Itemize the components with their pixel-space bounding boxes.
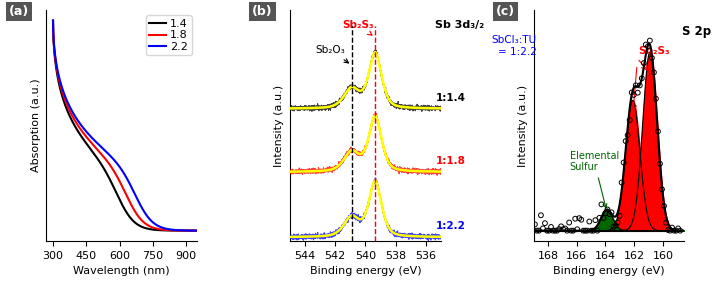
Text: Sb₂S₃: Sb₂S₃ <box>342 20 374 35</box>
Point <box>527 227 538 232</box>
Point <box>672 226 684 231</box>
Point <box>571 227 583 232</box>
X-axis label: Binding energy (eV): Binding energy (eV) <box>309 266 421 276</box>
Text: Sb₂O₃: Sb₂O₃ <box>316 45 349 63</box>
Point <box>642 44 654 49</box>
Point <box>546 225 557 229</box>
Point <box>646 56 657 60</box>
Point <box>596 202 607 207</box>
Point <box>606 210 617 215</box>
Text: Elemental
Sulfur: Elemental Sulfur <box>570 151 619 208</box>
Point <box>662 228 674 232</box>
Point <box>668 228 679 233</box>
Point <box>604 212 615 216</box>
Point <box>598 216 609 220</box>
Y-axis label: Intensity (a.u.): Intensity (a.u.) <box>518 85 528 167</box>
Point <box>644 38 656 43</box>
Point <box>568 228 579 233</box>
Text: (c): (c) <box>496 5 515 18</box>
Point <box>630 83 642 88</box>
Point <box>561 228 573 233</box>
Point <box>624 118 635 122</box>
X-axis label: Binding energy (eV): Binding energy (eV) <box>553 266 665 276</box>
Point <box>610 223 621 228</box>
Point <box>640 42 652 47</box>
Point <box>590 218 601 222</box>
Point <box>584 219 595 224</box>
Point <box>632 91 644 95</box>
Point <box>588 228 599 233</box>
Point <box>543 228 555 233</box>
Point <box>622 133 634 137</box>
Point <box>674 228 686 233</box>
Point <box>533 228 545 233</box>
Point <box>660 221 672 225</box>
Point <box>634 83 646 88</box>
Text: 1:1.4: 1:1.4 <box>436 93 466 103</box>
Point <box>576 217 587 222</box>
Point <box>557 227 569 232</box>
Y-axis label: Intensity (a.u.): Intensity (a.u.) <box>274 85 284 167</box>
X-axis label: Wavelength (nm): Wavelength (nm) <box>74 266 170 276</box>
Point <box>628 93 639 97</box>
Text: Sb 3d₃/₂: Sb 3d₃/₂ <box>435 20 484 30</box>
Point <box>612 220 624 225</box>
Point <box>650 96 662 101</box>
Point <box>578 228 589 233</box>
Point <box>608 225 619 229</box>
Point <box>531 228 543 233</box>
Point <box>638 61 649 65</box>
Point <box>566 228 577 233</box>
Y-axis label: Absorption (a.u.): Absorption (a.u.) <box>31 79 41 172</box>
Point <box>636 76 647 81</box>
Point <box>657 187 668 191</box>
Point <box>535 213 546 217</box>
Point <box>648 70 659 75</box>
Point <box>616 180 627 185</box>
Point <box>652 129 664 134</box>
Point <box>654 162 666 166</box>
Point <box>549 228 561 233</box>
Point <box>601 207 613 212</box>
Point <box>556 224 567 229</box>
Text: Sb₂S₃: Sb₂S₃ <box>638 46 669 56</box>
Point <box>529 222 541 227</box>
Point <box>667 225 678 230</box>
Point <box>614 214 625 218</box>
Point <box>553 227 565 231</box>
Text: 1:1.8: 1:1.8 <box>436 156 466 166</box>
Text: S 2p: S 2p <box>682 25 711 38</box>
Point <box>664 228 676 233</box>
Point <box>537 226 548 231</box>
Point <box>618 160 629 165</box>
Point <box>600 211 611 215</box>
Point <box>539 221 551 225</box>
Point <box>579 228 591 233</box>
Point <box>658 204 669 208</box>
Point <box>569 217 581 221</box>
Point <box>541 228 553 233</box>
Point <box>551 228 563 233</box>
Point <box>559 226 571 231</box>
Point <box>574 216 585 221</box>
Point <box>525 228 536 233</box>
Point <box>581 228 593 233</box>
Point <box>586 228 597 233</box>
Point <box>620 139 632 143</box>
Text: 1:2.2: 1:2.2 <box>436 221 466 231</box>
Text: SbCl₃:TU
= 1:2.2: SbCl₃:TU = 1:2.2 <box>491 35 536 57</box>
Point <box>626 90 637 95</box>
Point <box>594 216 605 220</box>
Text: (b): (b) <box>252 5 273 18</box>
Text: (a): (a) <box>9 5 29 18</box>
Legend: 1.4, 1.8, 2.2: 1.4, 1.8, 2.2 <box>146 16 191 56</box>
Point <box>547 228 558 233</box>
Point <box>563 220 575 225</box>
Point <box>591 228 603 233</box>
Point <box>670 228 682 233</box>
